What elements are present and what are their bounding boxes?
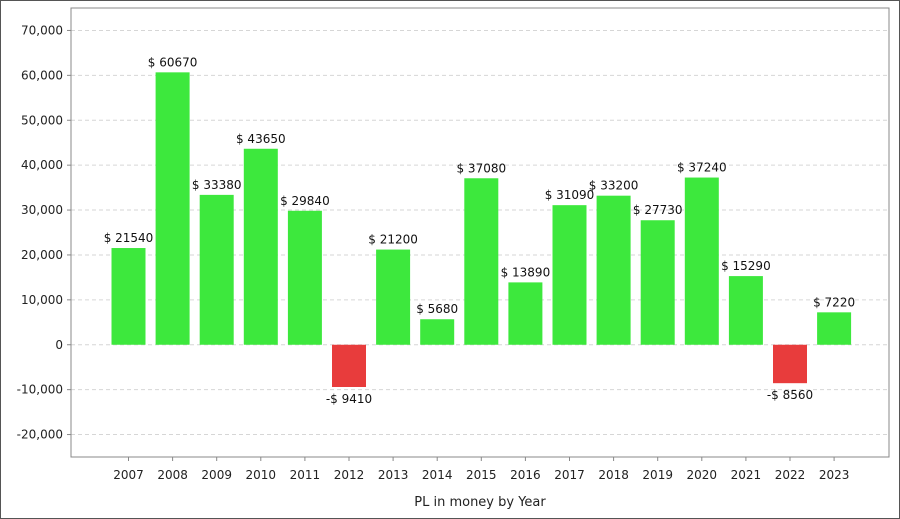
- x-tick-label: 2022: [775, 468, 806, 482]
- bar-2021: [728, 276, 763, 345]
- data-labels: $ 21540 $ 60670 $ 33380 $ 43650 $ 29840 -$ 94…: [104, 55, 855, 406]
- y-tick-label: 20,000: [21, 248, 63, 262]
- x-tick-label: 2016: [510, 468, 541, 482]
- y-tick-label: 40,000: [21, 158, 63, 172]
- x-tick-label: 2019: [642, 468, 673, 482]
- bars: [111, 72, 852, 388]
- y-tick-label: 70,000: [21, 23, 63, 37]
- x-tick-label: 2007: [113, 468, 144, 482]
- x-tick-label: 2011: [290, 468, 321, 482]
- data-label: $ 21540: [104, 231, 154, 245]
- y-tick-label: -10,000: [17, 383, 63, 397]
- y-tick-label: 10,000: [21, 293, 63, 307]
- x-tick-label: 2021: [731, 468, 762, 482]
- data-label: $ 37080: [456, 161, 506, 175]
- axes: -20,000 -10,000 0 10,000 20,000 30,000 40,000 5…: [17, 7, 890, 482]
- data-label: $ 7220: [813, 295, 855, 309]
- x-tick-label: 2015: [466, 468, 497, 482]
- x-tick-label: 2012: [334, 468, 365, 482]
- data-label: -$ 9410: [326, 392, 372, 406]
- x-axis-title: PL in money by Year: [414, 495, 546, 510]
- data-label: $ 33200: [589, 179, 639, 193]
- data-label: $ 31090: [545, 188, 595, 202]
- data-label: $ 15290: [721, 259, 771, 273]
- plot-border: [70, 7, 890, 458]
- data-label: $ 60670: [148, 55, 198, 69]
- data-label: $ 5680: [416, 302, 458, 316]
- data-label: $ 21200: [368, 233, 418, 247]
- data-label: $ 29840: [280, 194, 330, 208]
- bar-2010: [243, 148, 278, 345]
- x-tick-label: 2017: [554, 468, 585, 482]
- y-tick-label: 60,000: [21, 68, 63, 82]
- x-tick-label: 2018: [598, 468, 629, 482]
- x-tick-label: 2023: [819, 468, 850, 482]
- y-tick-label: 30,000: [21, 203, 63, 217]
- data-label: $ 37240: [677, 161, 727, 175]
- bar-2022: [773, 344, 807, 384]
- bar-2011: [287, 210, 322, 345]
- bar-2023: [817, 312, 852, 345]
- bar-2009: [199, 194, 234, 345]
- y-tick-label: -20,000: [17, 428, 63, 442]
- bar-2016: [508, 282, 543, 345]
- bar-2012: [332, 344, 366, 388]
- x-tick-label: 2013: [378, 468, 409, 482]
- bar-2007: [111, 248, 146, 345]
- x-tick-label: 2010: [246, 468, 277, 482]
- bar-2017: [552, 205, 587, 345]
- data-label: $ 13890: [501, 265, 551, 279]
- bar-2013: [376, 249, 411, 345]
- x-tick-label: 2008: [157, 468, 188, 482]
- data-label: -$ 8560: [767, 388, 813, 402]
- x-tick-label: 2020: [687, 468, 718, 482]
- data-label: $ 27730: [633, 203, 683, 217]
- data-label: $ 43650: [236, 132, 286, 146]
- y-tick-label: 0: [55, 338, 63, 352]
- bar-2019: [640, 220, 675, 345]
- bar-2014: [420, 319, 455, 345]
- bar-2008: [155, 72, 190, 345]
- x-tick-label: 2014: [422, 468, 453, 482]
- y-tick-label: 50,000: [21, 113, 63, 127]
- bar-2015: [464, 178, 499, 345]
- data-label: $ 33380: [192, 178, 242, 192]
- bar-2020: [684, 177, 719, 345]
- bar-2018: [596, 195, 631, 345]
- x-tick-label: 2009: [201, 468, 232, 482]
